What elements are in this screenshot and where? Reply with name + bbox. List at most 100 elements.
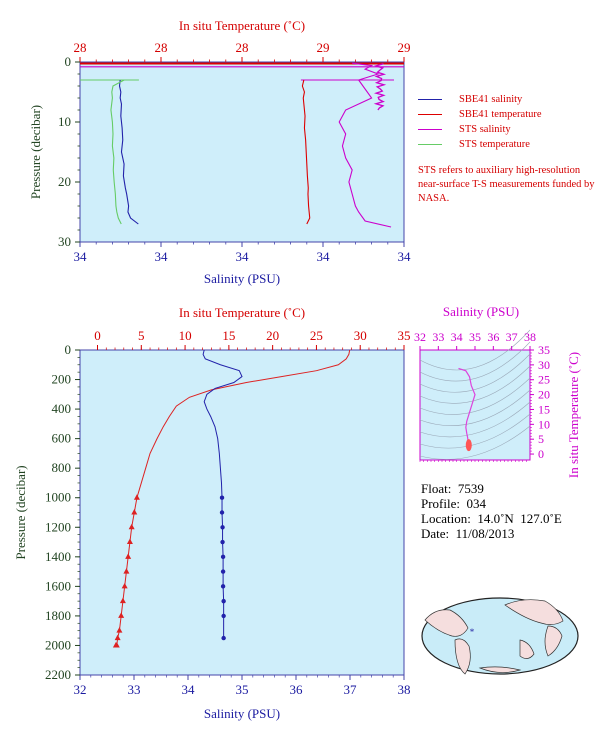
panel1-bottom-tick-label: 34 xyxy=(317,249,331,264)
float-info: Float: 7539 Profile: 034 Location: 14.0˚… xyxy=(421,481,562,541)
profile-row: Profile: 034 xyxy=(421,496,486,511)
ts-top-tick-label: 38 xyxy=(524,330,536,344)
panel2-bottom-tick-label: 36 xyxy=(290,682,304,697)
panel2-y-tick-label: 2200 xyxy=(45,667,71,682)
temperature-marker xyxy=(126,538,133,545)
legend: SBE41 salinity SBE41 temperature STS sal… xyxy=(418,92,542,152)
panel2-bottom-tick-label: 32 xyxy=(74,682,87,697)
panel2-top-tick-label: 15 xyxy=(222,328,235,343)
ts-top-tick-label: 35 xyxy=(469,330,481,344)
panel1-bottom-tick-label: 34 xyxy=(236,249,250,264)
panel2-y-axis-label: Pressure (decibar) xyxy=(13,465,28,559)
salinity-marker xyxy=(219,495,225,500)
ts-top-tick-label: 37 xyxy=(506,330,518,344)
panel2-top-tick-label: 0 xyxy=(94,328,101,343)
map-landmass xyxy=(519,639,535,659)
float-location-marker: * xyxy=(470,627,475,637)
legend-item-sts-salinity: STS salinity xyxy=(418,122,542,137)
world-map-icon: * xyxy=(421,597,579,675)
panel2-plot-area xyxy=(79,349,405,676)
map-landmass xyxy=(454,638,471,675)
ts-density-contour xyxy=(419,425,531,460)
panel1-top-tick-label: 28 xyxy=(236,40,249,55)
salinity-marker xyxy=(220,554,226,560)
panel2-top-tick-label: 5 xyxy=(138,328,145,343)
map-landmass xyxy=(424,609,469,637)
panel2-bottom-tick-label: 33 xyxy=(128,682,141,697)
panel2-y-tick-label: 1200 xyxy=(45,519,71,534)
salinity-marker xyxy=(221,613,226,619)
panel2-temperature-line xyxy=(115,349,351,646)
panel2-bottom-tick-label: 34 xyxy=(182,682,196,697)
panel2-y-tick-label: 400 xyxy=(52,401,72,416)
temperature-marker xyxy=(116,627,123,633)
temperature-marker xyxy=(131,509,138,515)
legend-item-sbe41-salinity: SBE41 salinity xyxy=(418,92,542,107)
salinity-marker xyxy=(220,525,225,530)
panel2-y-tick-label: 800 xyxy=(52,460,72,475)
panel1-bottom-tick-label: 34 xyxy=(398,249,412,264)
salinity-marker xyxy=(220,569,226,574)
ts-density-contour xyxy=(419,389,531,426)
ts-top-tick-label: 34 xyxy=(451,330,463,344)
temperature-marker xyxy=(121,582,128,589)
panel1-series-sts-salinity xyxy=(338,62,392,228)
panel2-y-tick-label: 2000 xyxy=(45,637,71,652)
ts-right-tick-label: 5 xyxy=(538,432,544,446)
panel2-bottom-tick-label: 38 xyxy=(398,682,411,697)
sts-surface-salinity-cluster xyxy=(373,63,387,111)
ts-right-tick-label: 15 xyxy=(538,402,550,416)
salinity-marker xyxy=(220,584,226,589)
panel1-series-sts-temperature xyxy=(110,79,125,225)
ts-density-contour xyxy=(419,353,531,393)
panel2-top-tick-label: 25 xyxy=(310,328,323,343)
date-row: Date: 11/08/2013 xyxy=(421,526,515,541)
temperature-marker xyxy=(123,568,130,574)
panel1-top-tick-label: 29 xyxy=(398,40,411,55)
ts-right-tick-label: 35 xyxy=(538,343,550,357)
location-row: Location: 14.0˚N 127.0˚E xyxy=(421,511,562,526)
panel1-y-tick-label: 10 xyxy=(58,114,71,129)
temperature-marker xyxy=(128,523,135,530)
panel2-salinity-line xyxy=(202,349,243,639)
ts-density-contour xyxy=(419,401,531,438)
panel2-y-tick-label: 200 xyxy=(52,372,72,387)
panel2-bottom-tick-label: 37 xyxy=(344,682,358,697)
ts-density-contour xyxy=(419,365,531,404)
panel2-y-tick-label: 1600 xyxy=(45,578,71,593)
panel2-y-tick-label: 1800 xyxy=(45,608,71,623)
panel2-top-axis-label: In situ Temperature (˚C) xyxy=(179,305,305,320)
panel2-bottom-tick-label: 35 xyxy=(236,682,249,697)
ts-deep-cluster xyxy=(465,439,472,452)
float-row: Float: 7539 xyxy=(421,481,484,496)
panel1-y-axis-label: Pressure (decibar) xyxy=(28,105,43,199)
panel2-y-tick-label: 1000 xyxy=(45,490,71,505)
panel1-top-tick-label: 28 xyxy=(155,40,168,55)
panel1-top-axis-label: In situ Temperature (˚C) xyxy=(179,18,305,33)
panel2-bottom-axis-label: Salinity (PSU) xyxy=(204,706,280,721)
ts-plot-area xyxy=(419,349,531,461)
legend-item-sts-temperature: STS temperature xyxy=(418,137,542,152)
salinity-marker xyxy=(219,510,225,515)
ts-right-tick-label: 0 xyxy=(538,447,544,461)
temperature-marker xyxy=(133,494,140,500)
panel1-series-sbe41-salinity xyxy=(118,79,139,225)
panel1-bottom-tick-label: 34 xyxy=(155,249,169,264)
panel1-plot-area xyxy=(79,61,405,243)
panel1-bottom-axis-label: Salinity (PSU) xyxy=(204,271,280,286)
panel1-y-tick-label: 30 xyxy=(58,234,71,249)
ts-top-tick-label: 33 xyxy=(432,330,444,344)
temperature-marker xyxy=(112,641,119,648)
panel2-y-tick-label: 600 xyxy=(52,431,72,446)
temperature-marker xyxy=(114,634,121,641)
ts-right-tick-label: 25 xyxy=(538,373,550,387)
panel2-top-tick-label: 20 xyxy=(266,328,279,343)
temperature-marker xyxy=(119,597,126,604)
panel1-top-tick-label: 29 xyxy=(317,40,330,55)
panel1-top-tick-label: 28 xyxy=(74,40,87,55)
ts-top-tick-label: 36 xyxy=(487,330,499,344)
ts-density-contour xyxy=(419,329,531,371)
ts-right-axis-label: In situ Temperature (˚C) xyxy=(566,352,581,478)
temperature-marker xyxy=(125,553,132,559)
